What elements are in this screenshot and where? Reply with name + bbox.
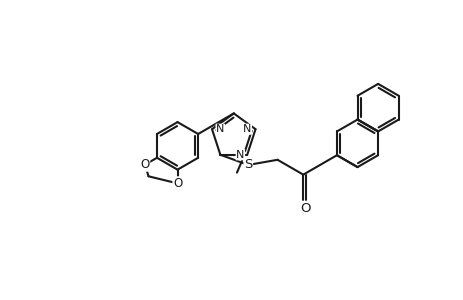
Text: N: N [243,124,251,134]
Text: N: N [216,124,225,134]
Text: O: O [140,158,150,171]
Text: O: O [173,177,182,190]
Text: O: O [300,202,310,214]
Text: N: N [236,150,244,160]
Text: S: S [244,158,252,171]
